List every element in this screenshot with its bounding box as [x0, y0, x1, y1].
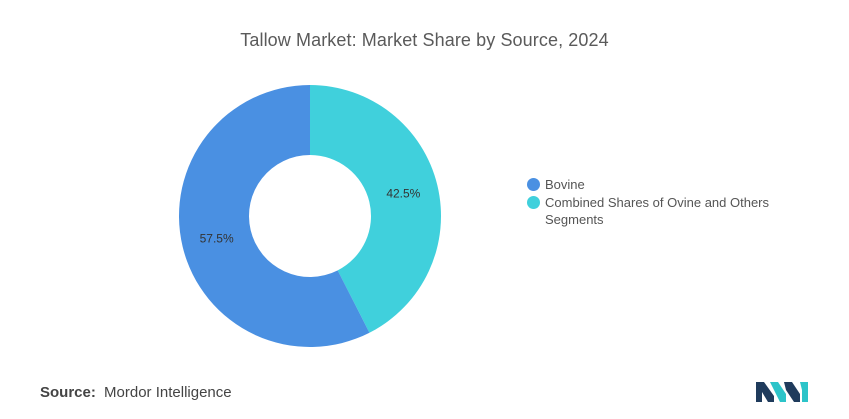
legend-swatch-bovine	[527, 178, 540, 191]
data-label-ovine-others: 42.5%	[386, 187, 420, 201]
source-note: Source: Mordor Intelligence	[40, 384, 232, 401]
legend-label-bovine: Bovine	[545, 177, 585, 192]
chart-legend: Bovine Combined Shares of Ovine and Othe…	[527, 176, 817, 229]
legend-swatch-ovine-others	[527, 196, 540, 209]
data-label-bovine: 57.5%	[200, 231, 234, 245]
source-value: Mordor Intelligence	[104, 384, 232, 401]
slice-ovine-others	[310, 85, 441, 333]
chart-title: Tallow Market: Market Share by Source, 2…	[240, 30, 609, 50]
mordor-intelligence-logo-icon	[756, 382, 808, 402]
legend-item-ovine-others: Combined Shares of Ovine and Others Segm…	[527, 194, 817, 228]
slice-bovine	[179, 85, 370, 348]
legend-label-ovine-others: Combined Shares of Ovine and Others Segm…	[545, 195, 770, 227]
legend-item-bovine: Bovine	[527, 176, 817, 193]
source-key: Source:	[40, 384, 96, 401]
